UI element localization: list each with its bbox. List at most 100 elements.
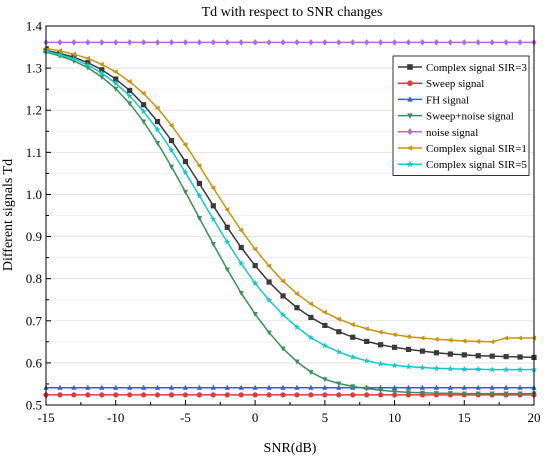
legend-item: noise signal bbox=[398, 127, 478, 139]
legend-item: Complex signal SIR=3 bbox=[398, 62, 527, 74]
legend-label: Complex signal SIR=5 bbox=[426, 159, 527, 171]
data-point bbox=[503, 384, 509, 390]
data-point bbox=[99, 74, 105, 80]
legend-item: Sweep signal bbox=[398, 78, 484, 90]
data-point bbox=[224, 207, 230, 213]
x-tick-label: 5 bbox=[322, 410, 329, 425]
data-point bbox=[280, 384, 286, 390]
data-point bbox=[308, 384, 314, 390]
data-point bbox=[321, 342, 329, 349]
data-point bbox=[266, 263, 272, 269]
data-point bbox=[322, 384, 328, 390]
y-tick-label: 1.0 bbox=[26, 187, 42, 202]
data-point bbox=[447, 351, 453, 357]
data-point bbox=[377, 329, 383, 335]
legend-label: Sweep+noise signal bbox=[426, 111, 514, 123]
y-tick-label: 0.6 bbox=[26, 355, 43, 370]
data-point bbox=[224, 39, 230, 46]
data-point bbox=[238, 384, 244, 390]
data-point bbox=[294, 392, 300, 398]
data-point bbox=[391, 344, 398, 350]
data-point bbox=[238, 290, 244, 296]
data-point bbox=[98, 69, 105, 76]
data-point bbox=[182, 384, 189, 390]
data-point bbox=[336, 381, 342, 387]
data-point bbox=[350, 392, 356, 398]
data-point bbox=[322, 322, 328, 329]
data-point bbox=[99, 384, 105, 390]
chart-title: Td with respect to SNR changes bbox=[202, 5, 383, 20]
data-point bbox=[168, 384, 175, 390]
data-point bbox=[447, 384, 453, 390]
data-point bbox=[489, 339, 495, 345]
data-point bbox=[224, 392, 230, 398]
data-point bbox=[196, 39, 202, 46]
data-point bbox=[419, 390, 426, 396]
data-point bbox=[335, 316, 341, 322]
data-point bbox=[98, 61, 104, 67]
series-sweep-noise-signal bbox=[43, 50, 537, 397]
data-point bbox=[447, 337, 453, 343]
x-tick-label: 10 bbox=[388, 410, 401, 425]
data-point bbox=[294, 359, 300, 365]
data-point bbox=[294, 39, 300, 46]
data-point bbox=[336, 39, 342, 46]
data-point bbox=[377, 360, 384, 367]
data-point bbox=[447, 391, 453, 397]
data-point bbox=[70, 51, 76, 57]
x-tick-label: -10 bbox=[107, 410, 124, 425]
data-point bbox=[461, 352, 467, 358]
data-point bbox=[433, 391, 439, 397]
data-point bbox=[127, 384, 133, 390]
series-line bbox=[45, 50, 534, 371]
y-tick-label: 1.2 bbox=[26, 103, 42, 118]
data-point bbox=[252, 263, 258, 269]
data-point bbox=[517, 384, 523, 390]
data-point bbox=[405, 346, 412, 353]
data-point bbox=[252, 311, 258, 318]
data-point bbox=[224, 224, 230, 230]
data-point bbox=[308, 39, 314, 46]
data-point bbox=[71, 39, 77, 46]
data-point bbox=[210, 203, 216, 209]
data-point bbox=[238, 39, 244, 46]
data-point bbox=[433, 384, 439, 390]
y-axis-label: Different signals Td bbox=[1, 159, 16, 271]
legend-swatch-marker bbox=[407, 113, 413, 119]
data-point bbox=[336, 392, 342, 398]
data-point bbox=[280, 392, 286, 398]
data-point bbox=[238, 392, 244, 398]
data-point bbox=[196, 384, 202, 390]
data-point bbox=[224, 267, 230, 273]
data-point bbox=[265, 296, 273, 303]
data-point bbox=[419, 335, 425, 341]
data-point bbox=[378, 392, 384, 398]
data-point bbox=[293, 323, 301, 330]
data-point bbox=[475, 353, 481, 359]
data-point bbox=[364, 386, 370, 392]
data-point bbox=[126, 78, 132, 85]
data-point bbox=[113, 86, 119, 92]
data-point bbox=[489, 39, 495, 46]
data-point bbox=[294, 384, 300, 390]
data-point bbox=[350, 384, 356, 390]
axis-ticks: -15 -10 -5 0 5 10 15 20 0.5 0.6 0.7 0.8 0.9 1.0 1.1 1.2… bbox=[26, 19, 541, 426]
data-point bbox=[279, 311, 287, 318]
data-point bbox=[127, 87, 133, 94]
data-point bbox=[405, 39, 412, 46]
data-point bbox=[113, 392, 119, 398]
data-point bbox=[84, 61, 92, 68]
y-tick-label: 1.1 bbox=[26, 145, 42, 160]
data-point bbox=[196, 392, 202, 398]
y-tick-label: 1.3 bbox=[26, 61, 42, 76]
data-point bbox=[168, 137, 175, 144]
data-point bbox=[252, 392, 258, 398]
data-point bbox=[489, 384, 495, 390]
data-point bbox=[140, 108, 147, 115]
data-point bbox=[99, 39, 105, 46]
data-point bbox=[168, 392, 175, 398]
data-point bbox=[85, 384, 91, 390]
data-point bbox=[237, 260, 245, 267]
data-point bbox=[56, 48, 63, 54]
data-point bbox=[141, 384, 147, 390]
